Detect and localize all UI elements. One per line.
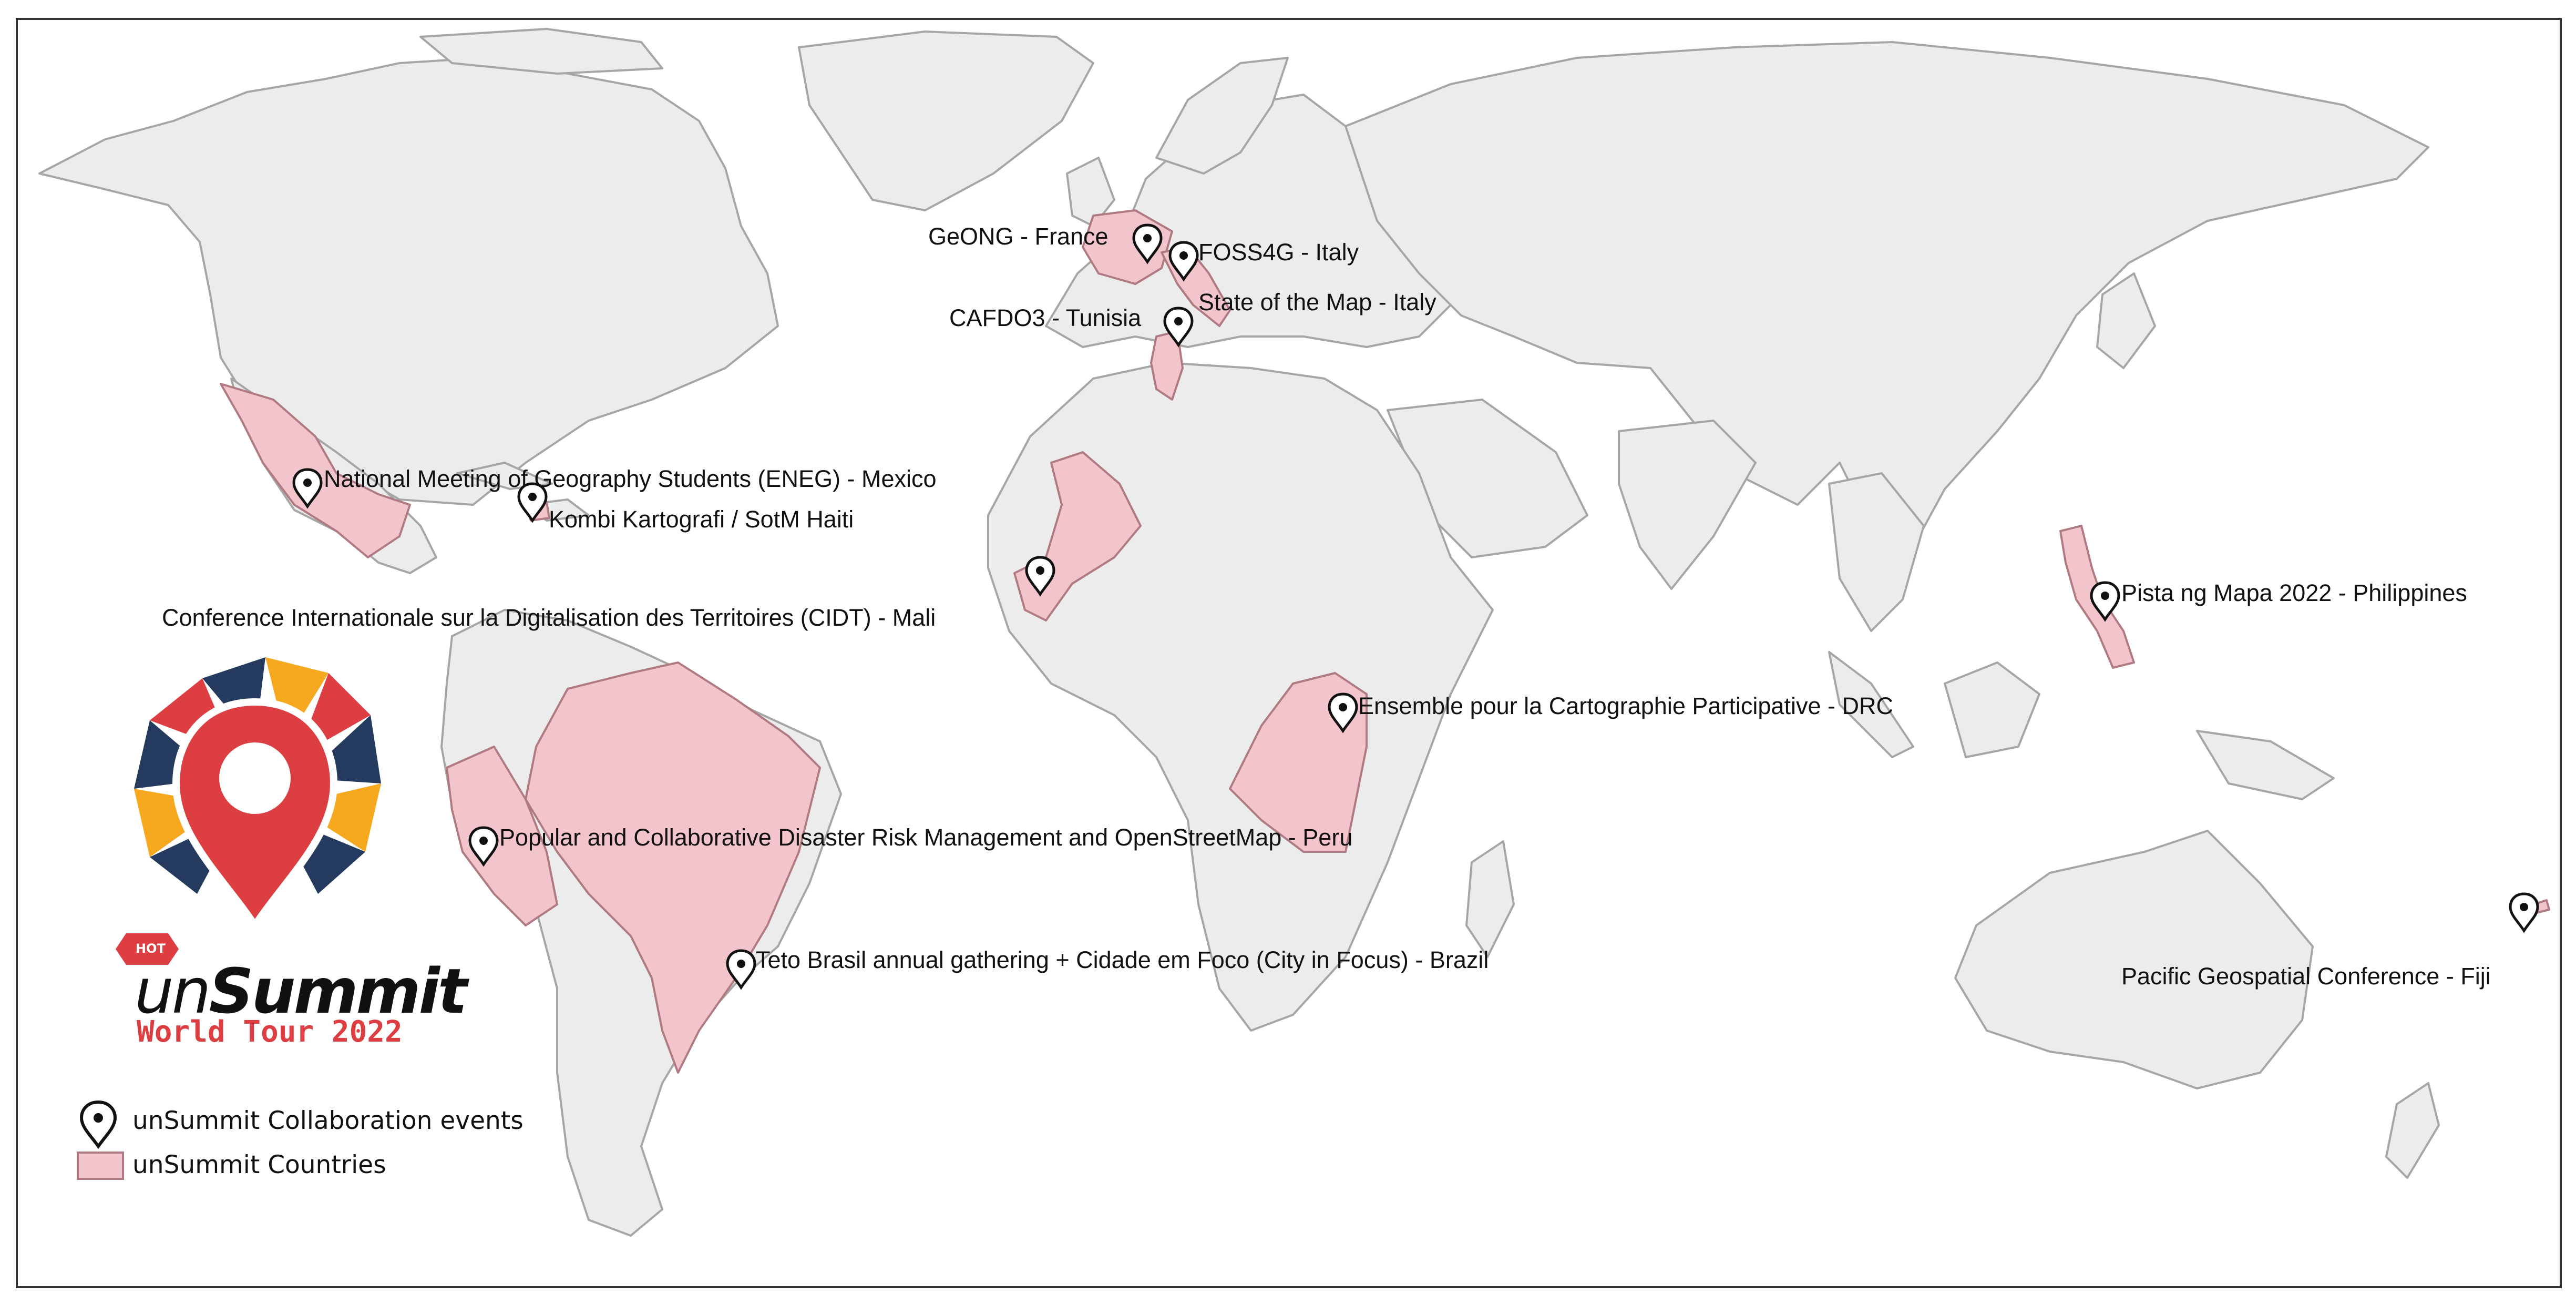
- land-southeast-asia: [1828, 472, 1925, 632]
- event-pin-haiti: [517, 482, 548, 523]
- land-greenland: [798, 30, 1094, 211]
- land-australia: [1954, 830, 2314, 1089]
- land-arctic-islands: [419, 28, 663, 75]
- event-label-philippines: Pista ng Mapa 2022 - Philippines: [2121, 579, 2467, 606]
- event-label-france: GeONG - France: [928, 223, 1109, 250]
- event-label-italy-sotm: State of the Map - Italy: [1198, 289, 1436, 315]
- land-north-america: [38, 57, 779, 506]
- event-label-drc: Ensemble pour la Cartographie Participat…: [1358, 692, 1893, 719]
- land-new-guinea: [2196, 730, 2335, 800]
- land-cuba: [456, 462, 553, 490]
- land-madagascar: [1465, 840, 1515, 958]
- event-label-italy-foss4g: FOSS4G - Italy: [1198, 239, 1359, 266]
- land-new-zealand: [2385, 1082, 2440, 1179]
- event-pin-fiji: [2509, 892, 2539, 933]
- event-label-tunisia: CAFDO3 - Tunisia: [949, 304, 1142, 331]
- logo-subtitle: World Tour 2022: [137, 1015, 403, 1049]
- event-pin-france: [1132, 223, 1163, 264]
- event-label-mexico: National Meeting of Geography Students (…: [324, 465, 937, 492]
- legend-events-label: unSummit Collaboration events: [132, 1106, 524, 1135]
- event-label-mali: Conference Internationale sur la Digital…: [162, 604, 936, 631]
- legend-countries-label: unSummit Countries: [132, 1150, 386, 1179]
- legend: [77, 1100, 124, 1180]
- event-pin-italy-foss4g: [1168, 241, 1199, 282]
- logo-word-summit: Summit: [209, 955, 468, 1027]
- event-pin-peru: [468, 826, 499, 867]
- hot-badge: [116, 933, 179, 965]
- land-asia: [1345, 41, 2429, 548]
- land-japan: [2096, 272, 2156, 369]
- country-peru: [446, 746, 558, 926]
- event-label-brazil: Teto Brasil annual gathering + Cidade em…: [756, 946, 1489, 973]
- event-pin-drc: [1328, 692, 1358, 733]
- event-pin-brazil: [726, 949, 756, 990]
- logo-word-un: un: [135, 955, 211, 1027]
- legend-pin-icon: [79, 1100, 117, 1149]
- land-borneo: [1944, 661, 2040, 758]
- land-sumatra: [1828, 651, 1914, 758]
- hot-badge-text: HOT: [136, 941, 166, 956]
- land-uk: [1066, 157, 1115, 227]
- event-pins: [292, 223, 2539, 990]
- event-pin-mexico: [292, 468, 323, 509]
- land-india: [1618, 420, 1757, 590]
- event-label-haiti: Kombi Kartografi / SotM Haiti: [549, 506, 854, 533]
- event-pin-philippines: [2090, 581, 2120, 622]
- event-label-peru: Popular and Collaborative Disaster Risk …: [499, 824, 1353, 851]
- unsummit-logo: [134, 657, 381, 932]
- logo-wordmark: unSummit: [135, 960, 467, 1022]
- event-pin-tunisia: [1163, 307, 1194, 348]
- event-pin-mali: [1025, 556, 1055, 597]
- legend-country-swatch: [77, 1152, 124, 1180]
- logo-pin-hole: [219, 742, 291, 814]
- land-scandinavia: [1155, 57, 1289, 175]
- country-brazil: [525, 661, 821, 1074]
- event-label-fiji: Pacific Geospatial Conference - Fiji: [2121, 963, 2491, 990]
